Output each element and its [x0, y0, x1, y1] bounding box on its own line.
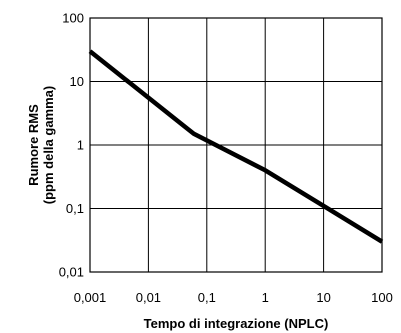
series-line	[88, 49, 384, 244]
y-axis-title-line-1: Rumore RMS	[26, 104, 41, 186]
x-tick-label: 1	[262, 290, 269, 305]
y-tick-label: 0,1	[66, 201, 84, 216]
y-tick-label: 10	[70, 74, 84, 89]
plot-frame	[89, 17, 383, 273]
y-tick-label: 1	[77, 138, 84, 153]
x-tick-label: 10	[316, 290, 330, 305]
x-tick-label: 100	[371, 290, 393, 305]
y-tick-label: 100	[62, 11, 84, 26]
y-axis-title-line-2: (ppm della gamma)	[41, 86, 56, 204]
x-tick-labels: 0,001 0,01 0,1 1 10 100	[74, 290, 393, 305]
x-axis-title: Tempo di integrazione (NPLC)	[144, 316, 329, 331]
x-tick-label: 0,01	[136, 290, 161, 305]
x-tick-label: 0,001	[74, 290, 107, 305]
y-axis-title: Rumore RMS (ppm della gamma)	[26, 86, 56, 204]
grid	[89, 17, 383, 273]
y-tick-labels: 0,01 0,1 1 10 100	[59, 11, 84, 280]
x-tick-label: 0,1	[198, 290, 216, 305]
y-tick-label: 0,01	[59, 265, 84, 280]
